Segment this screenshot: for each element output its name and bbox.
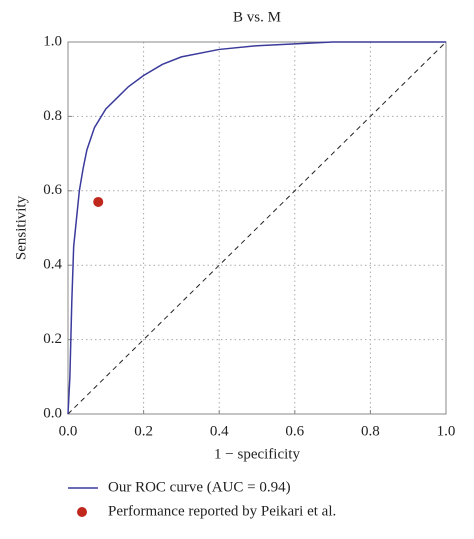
x-tick-label: 0.8 xyxy=(361,423,380,439)
x-tick-label: 0.2 xyxy=(134,423,153,439)
x-axis-label: 1 − specificity xyxy=(214,446,300,462)
x-tick-label: 1.0 xyxy=(437,423,456,439)
x-tick-label: 0.4 xyxy=(210,423,229,439)
legend-label: Our ROC curve (AUC = 0.94) xyxy=(108,479,291,495)
chart-title: B vs. M xyxy=(233,9,281,25)
x-tick-label: 0.0 xyxy=(59,423,78,439)
y-tick-label: 0.8 xyxy=(43,108,62,124)
y-tick-label: 0.4 xyxy=(43,257,62,273)
y-tick-label: 0.6 xyxy=(43,182,62,198)
y-tick-label: 1.0 xyxy=(43,33,62,49)
x-tick-label: 0.6 xyxy=(285,423,304,439)
legend-swatch xyxy=(77,507,87,517)
chance-line xyxy=(67,41,447,415)
point xyxy=(93,196,104,207)
plot-frame xyxy=(67,41,447,415)
y-tick-label: 0.0 xyxy=(43,405,62,421)
y-axis-label: Sensitivity xyxy=(13,195,29,260)
legend-label: Performance reported by Peikari et al. xyxy=(108,503,336,519)
y-tick-label: 0.2 xyxy=(43,331,62,347)
roc-curve xyxy=(67,41,446,415)
